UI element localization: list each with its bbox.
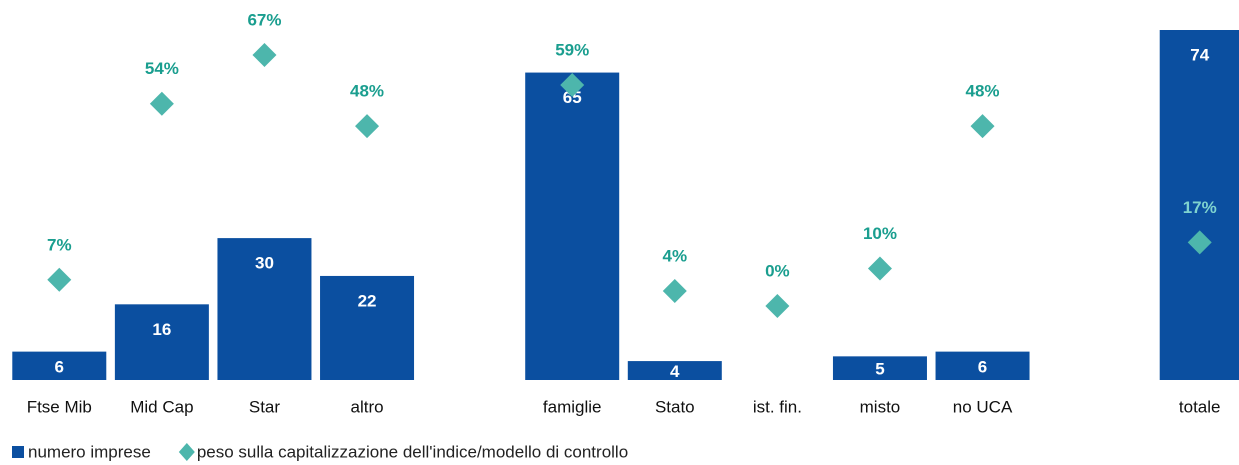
bar (12, 351, 107, 380)
bar-value-label: 6 (978, 357, 987, 376)
bar-value-label: 16 (152, 320, 171, 339)
legend-swatch (12, 446, 24, 458)
bar-value-label: 74 (1190, 45, 1209, 64)
x-tick-label: Ftse Mib (27, 397, 92, 416)
bar-value-label: 65 (563, 88, 582, 107)
marker-value-label: 48% (966, 82, 1000, 101)
legend-label: numero imprese (28, 442, 151, 461)
bar-value-label: 4 (670, 362, 680, 381)
marker-value-label: 67% (247, 10, 281, 29)
bar (832, 356, 927, 380)
x-tick-label: Stato (655, 397, 695, 416)
x-tick-label: misto (860, 397, 901, 416)
marker (970, 114, 995, 139)
bar-value-label: 22 (358, 291, 377, 310)
marker-value-label: 59% (555, 40, 589, 59)
bar-value-label: 30 (255, 254, 274, 273)
marker-value-label: 0% (765, 261, 790, 280)
marker-value-label: 7% (47, 235, 72, 254)
bar (217, 238, 312, 380)
x-tick-label: no UCA (953, 397, 1013, 416)
marker (149, 91, 174, 116)
marker (47, 267, 72, 292)
bar (935, 351, 1030, 380)
marker-value-label: 17% (1183, 198, 1217, 217)
bar (320, 275, 415, 380)
marker (560, 72, 585, 97)
bar-value-label: 6 (55, 357, 64, 376)
x-tick-label: Star (249, 397, 281, 416)
marker-value-label: 10% (863, 224, 897, 243)
bar (1159, 30, 1239, 380)
x-tick-label: altro (351, 397, 384, 416)
x-tick-label: totale (1179, 397, 1221, 416)
marker (355, 114, 380, 139)
marker (1187, 230, 1212, 255)
marker (662, 279, 687, 304)
legend-swatch (178, 443, 195, 461)
bar-value-label: 5 (875, 360, 884, 379)
marker-value-label: 48% (350, 82, 384, 101)
marker-value-label: 4% (663, 246, 688, 265)
x-tick-label: ist. fin. (753, 397, 802, 416)
marker (252, 43, 277, 67)
marker (765, 294, 790, 318)
bar (114, 304, 209, 380)
x-tick-label: famiglie (543, 397, 602, 416)
legend-label: peso sulla capitalizzazione dell'indice/… (197, 442, 628, 461)
x-tick-label: Mid Cap (130, 397, 193, 416)
marker (867, 256, 892, 281)
bar (627, 361, 722, 380)
bar (525, 72, 620, 380)
marker-value-label: 54% (145, 59, 179, 78)
